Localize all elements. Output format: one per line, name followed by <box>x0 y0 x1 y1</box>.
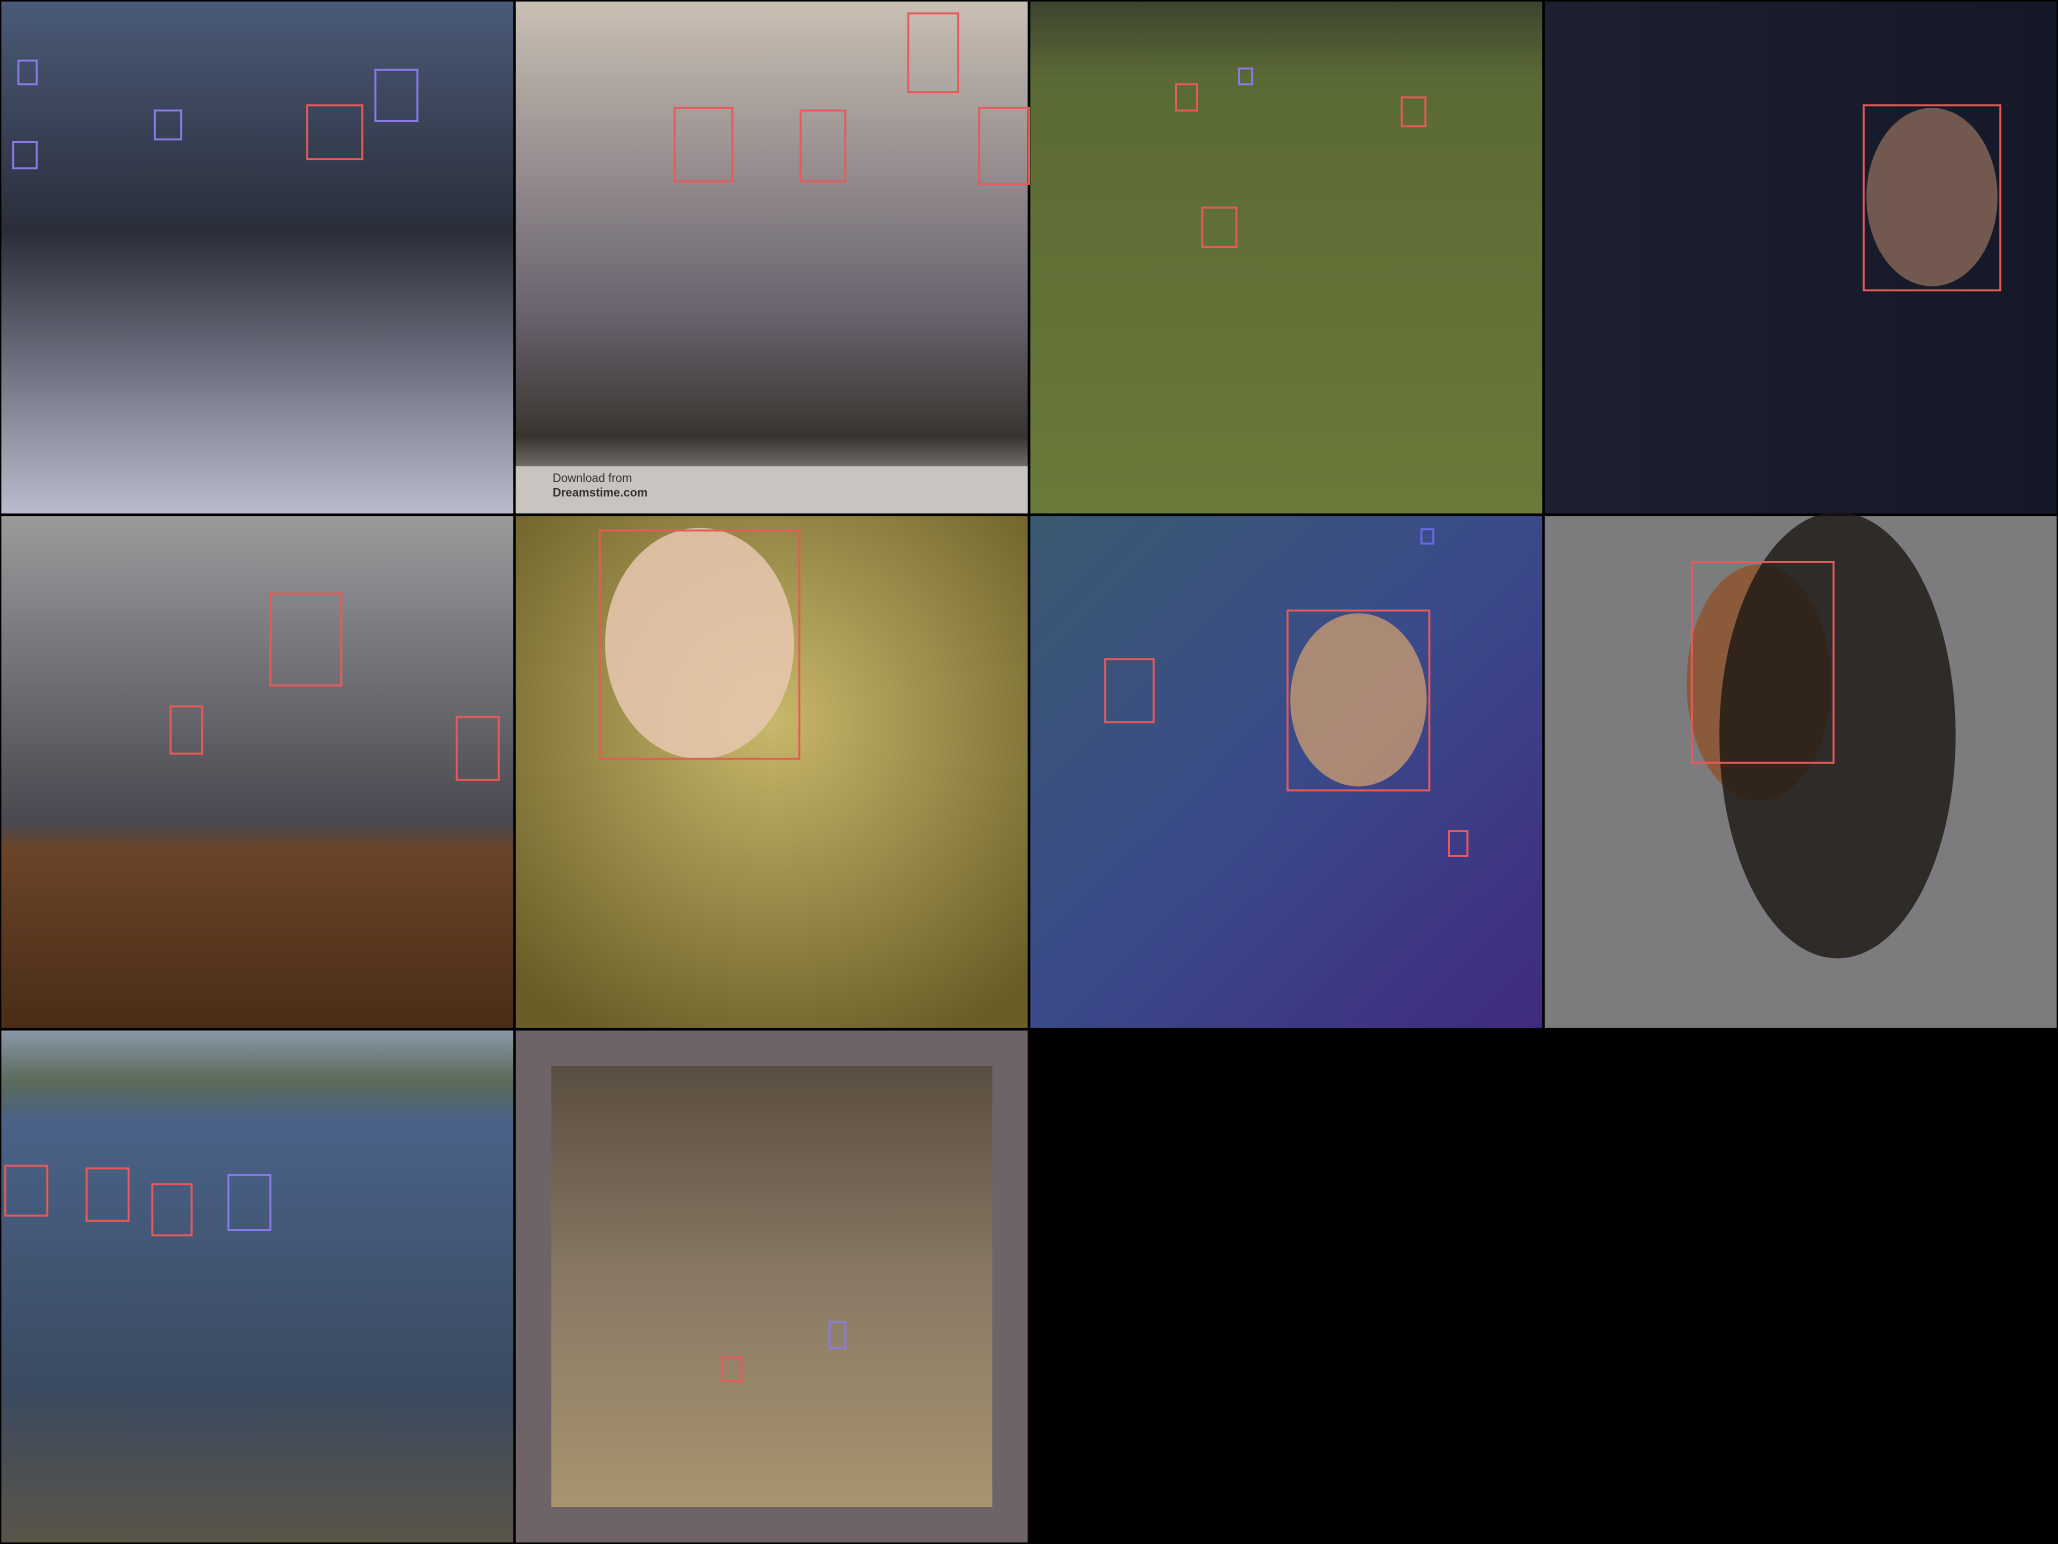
face-box <box>374 68 419 122</box>
face-box <box>153 109 183 141</box>
watermark-text: Dreamstime.com <box>553 485 648 499</box>
photo-inner <box>551 1066 993 1507</box>
face-box <box>455 715 500 781</box>
face-box <box>907 12 960 94</box>
face-box <box>1286 609 1431 792</box>
photo-tile <box>1 1030 514 1543</box>
face-box <box>169 705 204 755</box>
face-box <box>720 1356 743 1382</box>
face-box <box>227 1173 272 1232</box>
face-box <box>1238 67 1254 86</box>
face-box <box>828 1320 847 1350</box>
face-box <box>151 1183 193 1237</box>
face-box <box>799 109 847 183</box>
watermark-bar <box>515 466 1028 513</box>
face-box <box>306 104 364 161</box>
face-box <box>1201 206 1238 248</box>
photo-tile <box>1030 516 1543 1028</box>
face-box <box>1175 83 1198 112</box>
photo-tile <box>515 1 1028 514</box>
face-box <box>673 106 734 183</box>
face-box <box>4 1164 49 1217</box>
face-box <box>1862 104 2002 292</box>
face-box <box>1420 528 1435 545</box>
photo-tile <box>1 1 514 514</box>
face-box <box>1690 561 1835 764</box>
face-box <box>978 106 1030 185</box>
face-box <box>1400 96 1427 128</box>
face <box>1866 107 1998 287</box>
photo-tile <box>1 516 514 1028</box>
face-box <box>85 1167 130 1222</box>
face-boxes <box>4 12 2002 1382</box>
photo-tile <box>1030 1 1543 514</box>
watermark-text: Download from <box>553 471 633 485</box>
face-box <box>1104 658 1155 724</box>
face-box <box>17 59 38 86</box>
face-box <box>1448 830 1469 857</box>
face <box>1290 613 1427 787</box>
face <box>605 527 795 759</box>
hair <box>1719 512 1956 959</box>
face-box <box>269 592 343 687</box>
face-box <box>598 529 801 760</box>
face-box <box>12 141 38 170</box>
